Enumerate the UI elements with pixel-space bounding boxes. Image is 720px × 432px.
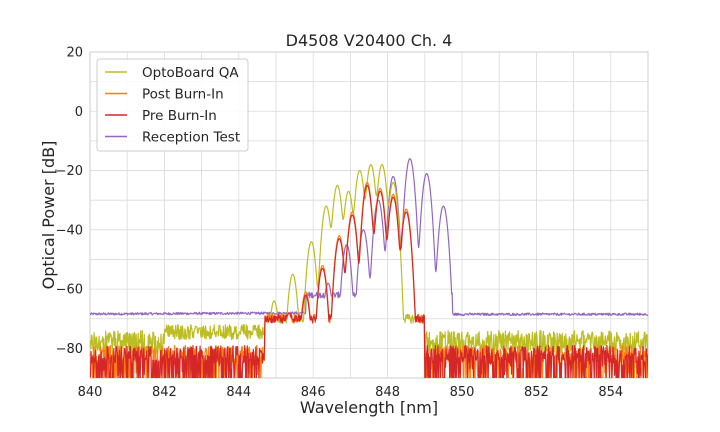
legend-entry: Reception Test	[142, 130, 240, 146]
series-line-optoboard-qa	[90, 164, 648, 355]
grid	[90, 52, 648, 378]
tick-labels: 840 842 844 846 848 850 852 854 20 0 −20 −40 −60 −80	[56, 46, 624, 401]
y-tick-label: −20	[56, 164, 83, 179]
y-tick-label: 0	[75, 105, 83, 120]
legend-entry: OptoBoard QA	[142, 65, 239, 81]
legend: OptoBoard QA Post Burn-In Pre Burn-In Recep…	[96, 58, 249, 152]
y-tick-label: −60	[56, 283, 83, 298]
chart-title: D4508 V20400 Ch. 4	[286, 31, 453, 50]
x-tick-label: 840	[78, 385, 103, 400]
y-tick-label: 20	[66, 46, 83, 61]
legend-entry: Post Burn-In	[142, 87, 224, 103]
x-tick-label: 842	[152, 385, 177, 400]
legend-box	[96, 58, 249, 152]
x-axis-label: Wavelength [nm]	[300, 398, 438, 417]
series-line-reception-test	[90, 158, 648, 317]
legend-entry: Pre Burn-In	[142, 108, 217, 124]
x-tick-label: 848	[375, 385, 400, 400]
series-lines	[90, 158, 648, 378]
x-tick-label: 844	[226, 385, 251, 400]
x-tick-label: 852	[524, 385, 549, 400]
series-line-pre-burn-in	[90, 184, 648, 378]
y-axis-label: Optical Power [dB]	[39, 141, 58, 290]
x-tick-label: 854	[598, 385, 623, 400]
y-tick-label: −40	[56, 223, 83, 238]
x-tick-label: 850	[450, 385, 475, 400]
y-tick-label: −80	[56, 342, 83, 357]
x-tick-label: 846	[301, 385, 326, 400]
